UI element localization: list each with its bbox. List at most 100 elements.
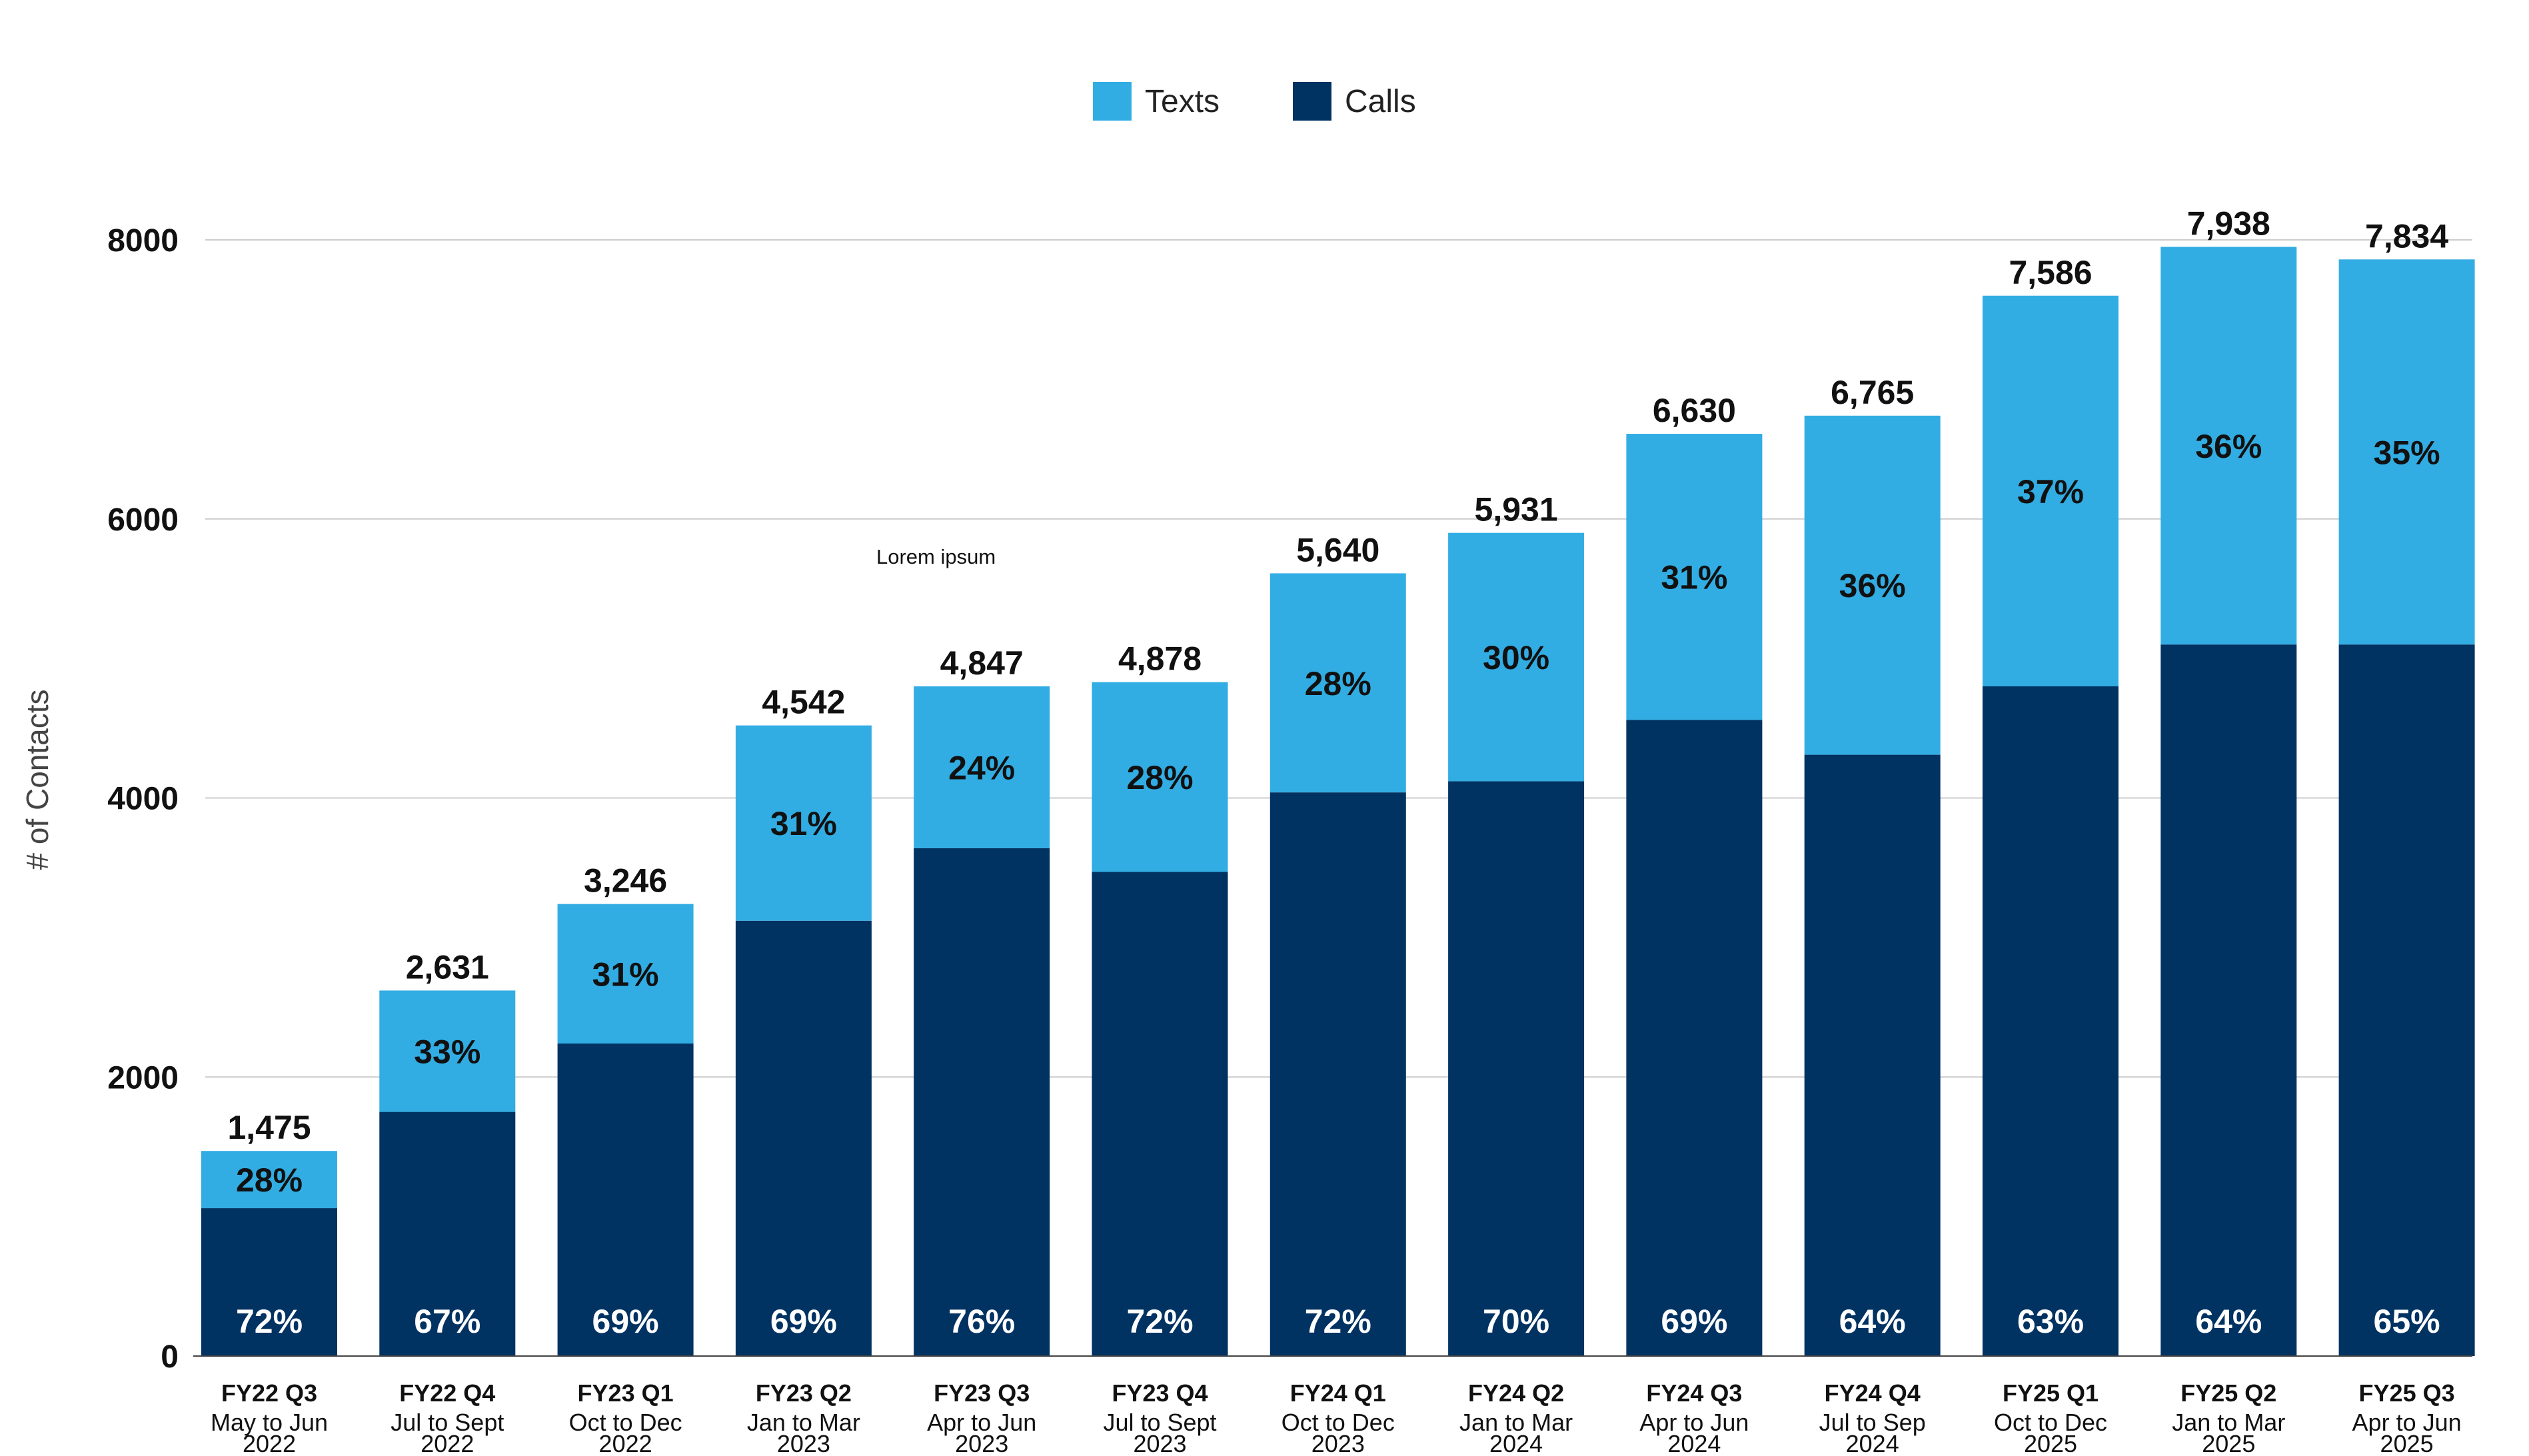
category-range: Apr to Jun [2352,1409,2462,1436]
bar-group: 64% 36% 6,765 [1804,374,1941,1356]
bar-texts [1092,682,1228,872]
category-year: 2023 [1311,1430,1365,1456]
category-quarter: FY23 Q3 [934,1379,1030,1407]
legend-label-calls: Calls [1345,84,1416,119]
total-label: 6,630 [1653,392,1736,429]
calls-percent-label: 69% [592,1303,659,1340]
bar-calls [735,920,872,1356]
category-range: Apr to Jun [1639,1409,1749,1436]
category-range: Oct to Dec [1994,1409,2107,1436]
bar-texts [1269,573,1406,793]
total-label: 4,878 [1118,640,1202,678]
category-range: Oct to Dec [1281,1409,1395,1436]
calls-percent-label: 69% [770,1303,837,1340]
y-tick-label: 4000 [107,782,179,817]
category-year: 2025 [2024,1430,2077,1456]
y-tick-label: 2000 [107,1060,179,1095]
category-quarter: FY22 Q4 [399,1379,495,1407]
category-quarter: FY24 Q3 [1646,1379,1742,1407]
category-year: 2024 [1846,1430,1899,1456]
bar-texts [201,1151,337,1209]
category-range: Jul to Sept [391,1409,504,1436]
texts-percent-label: 35% [2374,434,2440,471]
bar-calls [1269,792,1406,1356]
bar-calls [1626,720,1763,1356]
category-year: 2024 [1489,1430,1543,1456]
legend-item-calls: Calls [1293,82,1416,121]
calls-percent-label: 70% [1483,1303,1549,1340]
category-range: Jan to Mar [1459,1409,1573,1436]
y-tick-label: 6000 [107,502,179,538]
total-label: 3,246 [584,862,667,900]
total-label: 6,765 [1831,374,1914,411]
total-label: 4,847 [940,644,1024,682]
bars: 72% 28% 1,475 67% 33% 2,631 69% 31% 3,246 69% 31% 4… [201,205,2475,1356]
category-range: Jan to Mar [2172,1409,2285,1436]
category-year: 2023 [1133,1430,1186,1456]
texts-percent-label: 24% [948,749,1015,786]
category-year: 2022 [599,1430,652,1456]
category-range: Oct to Dec [569,1409,682,1436]
category-range: Jan to Mar [747,1409,860,1436]
bar-calls [2338,644,2475,1356]
bar-group: 72% 28% 5,640 [1269,531,1406,1356]
texts-percent-label: 30% [1483,639,1549,676]
total-label: 4,542 [762,684,845,721]
annotation-note: Lorem ipsum [876,545,996,568]
bar-texts [1626,434,1763,720]
bar-group: 69% 31% 4,542 [735,684,872,1356]
calls-percent-label: 76% [948,1303,1015,1340]
category-quarter: FY23 Q2 [756,1379,852,1407]
calls-percent-label: 67% [414,1303,480,1340]
texts-percent-label: 31% [592,956,659,993]
calls-percent-label: 63% [2017,1303,2084,1340]
legend-item-texts: Texts [1093,82,1220,121]
texts-percent-label: 36% [1839,567,1906,604]
category-year: 2023 [955,1430,1008,1456]
total-label: 5,640 [1296,531,1379,568]
bar-group: 63% 37% 7,586 [1983,254,2118,1356]
texts-percent-label: 37% [2017,473,2084,510]
bar-texts [914,686,1050,848]
bar-texts [735,725,872,921]
category-range: Apr to Jun [927,1409,1036,1436]
bar-calls [201,1208,337,1356]
category-year: 2024 [1667,1430,1721,1456]
bar-texts [379,990,516,1112]
category-range: Jul to Sept [1103,1409,1216,1436]
bar-group: 64% 36% 7,938 [2160,205,2297,1356]
bar-group: 72% 28% 1,475 [201,1109,337,1356]
bar-texts [1804,415,1941,755]
texts-percent-label: 33% [414,1034,480,1071]
total-label: 1,475 [227,1109,311,1146]
bar-calls [1448,781,1585,1356]
category-quarter: FY25 Q3 [2359,1379,2455,1407]
category-quarter: FY22 Q3 [221,1379,317,1407]
calls-percent-label: 65% [2374,1303,2440,1340]
bar-group: 72% 28% 4,878 [1092,640,1228,1356]
calls-percent-label: 69% [1661,1303,1727,1340]
bar-calls [1983,686,2118,1356]
category-quarter: FY23 Q1 [578,1379,674,1407]
category-quarter: FY24 Q2 [1468,1379,1564,1407]
legend: Texts Calls [1093,82,1416,121]
bar-calls [2160,644,2297,1356]
bar-group: 65% 35% 7,834 [2338,217,2475,1356]
bar-calls [914,848,1050,1356]
y-axis-label: # of Contacts [20,689,55,870]
total-label: 2,631 [406,948,489,986]
y-tick-label: 0 [161,1339,179,1375]
bar-texts [557,904,694,1044]
bar-calls [557,1044,694,1356]
category-year: 2022 [421,1430,474,1456]
texts-percent-label: 31% [770,805,837,842]
category-quarter: FY23 Q4 [1112,1379,1208,1407]
